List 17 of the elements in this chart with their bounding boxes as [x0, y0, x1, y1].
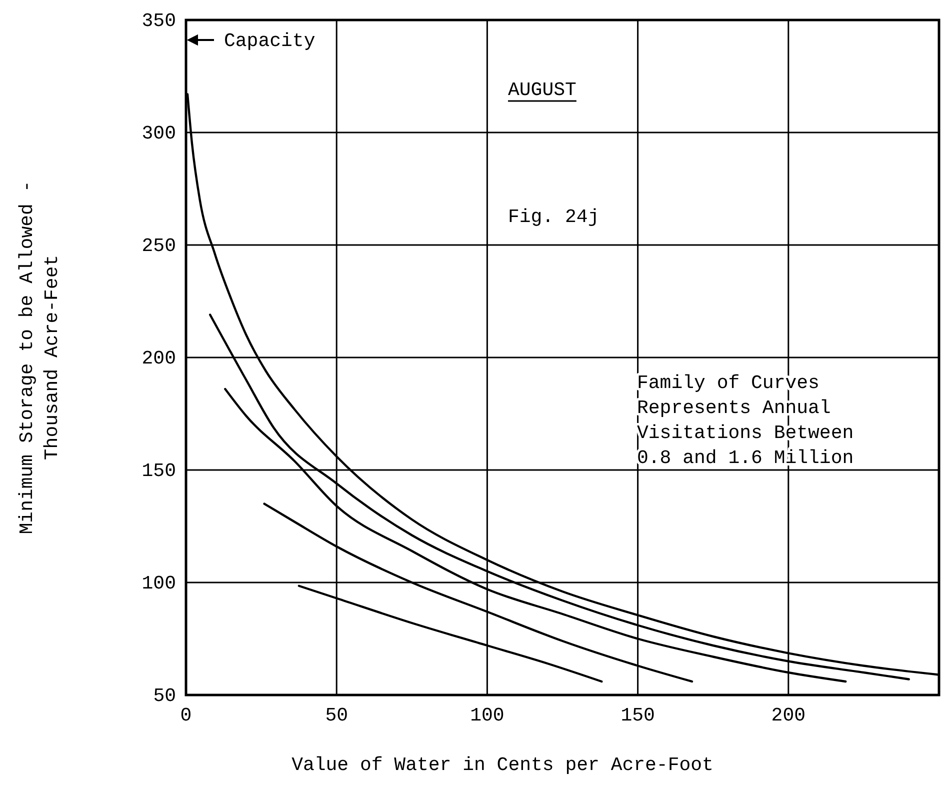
annotation: Fig. 24j: [508, 206, 600, 228]
y-tick-label: 100: [142, 572, 176, 595]
x-tick-label: 100: [470, 704, 504, 726]
x-axis-title: Value of Water in Cents per Acre-Foot: [292, 754, 714, 776]
x-tick-label: 200: [771, 704, 806, 726]
x-tick-label: 0: [180, 704, 192, 726]
annotation: AUGUST: [508, 79, 576, 101]
y-tick-label: 50: [153, 685, 176, 708]
annotation: Capacity: [224, 30, 316, 52]
y-tick-label: 250: [142, 235, 176, 258]
y-tick-label: 200: [142, 348, 176, 370]
y-tick-label: 300: [142, 122, 176, 145]
x-tick-label: 50: [325, 704, 348, 726]
x-tick-label: 150: [620, 704, 655, 726]
y-tick-label: 350: [142, 10, 176, 32]
y-tick-label: 150: [142, 460, 176, 482]
y-axis-title: Minimum Storage to be Allowed - Thousand Acre-Feet: [16, 180, 63, 534]
